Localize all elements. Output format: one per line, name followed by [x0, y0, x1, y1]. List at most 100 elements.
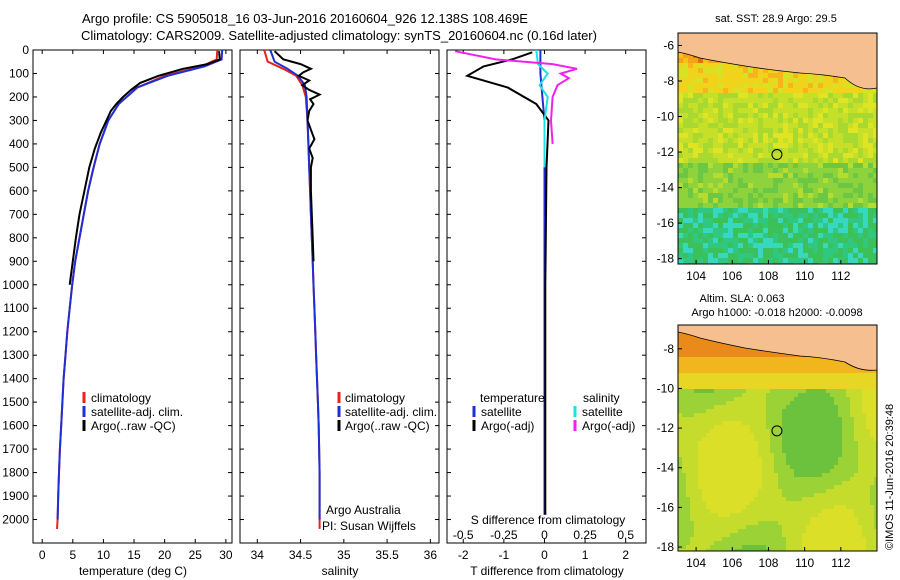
y-tick-label: 1300	[2, 348, 29, 362]
sla-cell	[722, 417, 726, 421]
sla-cell	[766, 369, 770, 373]
sla-cell	[714, 357, 718, 361]
sst-cell	[768, 218, 773, 223]
sla-cell	[786, 541, 790, 545]
sla-cell	[682, 381, 686, 385]
sla-cell	[794, 413, 798, 417]
sla-cell	[798, 509, 802, 513]
sla-cell	[802, 381, 806, 385]
sst-cell	[758, 188, 763, 193]
sla-cell	[750, 437, 754, 441]
sst-cell	[743, 153, 748, 158]
sla-cell	[706, 457, 710, 461]
sst-cell	[753, 213, 758, 218]
sla-cell	[814, 357, 818, 361]
sst-cell	[748, 148, 753, 153]
sst-cell	[688, 73, 693, 78]
sla-cell	[710, 469, 714, 473]
sst-cell	[803, 98, 808, 103]
sla-cell	[806, 529, 810, 533]
sla-cell	[682, 445, 686, 449]
sla-cell	[790, 465, 794, 469]
sla-cell	[834, 457, 838, 461]
sla-cell	[762, 389, 766, 393]
sst-cell	[698, 138, 703, 143]
sla-cell	[822, 525, 826, 529]
sla-cell	[742, 429, 746, 433]
sst-cell	[813, 243, 818, 248]
sst-cell	[788, 163, 793, 168]
sla-cell	[786, 369, 790, 373]
y-tick-label: 0	[22, 43, 29, 57]
sst-cell	[748, 93, 753, 98]
sla-cell	[826, 509, 830, 513]
sst-cell	[693, 198, 698, 203]
sst-cell	[698, 93, 703, 98]
sla-cell	[854, 369, 858, 373]
sla-cell	[678, 449, 682, 453]
sst-cell	[688, 183, 693, 188]
sst-cell	[838, 183, 843, 188]
sla-cell	[734, 445, 738, 449]
sst-cell	[808, 188, 813, 193]
sst-cell	[808, 163, 813, 168]
sst-cell	[688, 93, 693, 98]
sla-cell	[762, 401, 766, 405]
sla-cell	[818, 421, 822, 425]
sla-cell	[682, 545, 686, 549]
sla-cell	[822, 365, 826, 369]
sla-cell	[774, 493, 778, 497]
sla-cell	[866, 381, 870, 385]
sla-cell	[846, 437, 850, 441]
sla-cell	[854, 437, 858, 441]
sst-cell	[758, 253, 763, 258]
sst-cell	[703, 73, 708, 78]
sst-cell	[818, 148, 823, 153]
sst-cell	[693, 133, 698, 138]
sst-cell	[868, 123, 873, 128]
sla-cell	[726, 369, 730, 373]
sla-cell	[746, 397, 750, 401]
sla-cell	[686, 453, 690, 457]
sst-cell	[743, 73, 748, 78]
sst-cell	[728, 248, 733, 253]
sla-cell	[778, 537, 782, 541]
sst-cell	[693, 58, 698, 63]
sst-cell	[873, 98, 877, 103]
sst-cell	[763, 123, 768, 128]
sla-cell	[710, 453, 714, 457]
sst-cell	[803, 78, 808, 83]
sla-cell	[870, 509, 874, 513]
sla-cell	[866, 537, 870, 541]
sla-cell	[778, 393, 782, 397]
sla-cell	[874, 489, 877, 493]
sla-cell	[690, 429, 694, 433]
sla-cell	[802, 409, 806, 413]
sst-cell	[828, 243, 833, 248]
sla-cell	[834, 385, 838, 389]
sla-cell	[686, 477, 690, 481]
sla-cell	[698, 365, 702, 369]
sla-cell	[706, 341, 710, 345]
sla-cell	[778, 437, 782, 441]
sst-cell	[788, 183, 793, 188]
sla-cell	[794, 509, 798, 513]
sla-cell	[806, 501, 810, 505]
sst-cell	[853, 133, 858, 138]
sla-cell	[834, 377, 838, 381]
sla-cell	[790, 461, 794, 465]
sla-cell	[730, 489, 734, 493]
sla-cell	[830, 433, 834, 437]
map-x-tick-label: 104	[686, 269, 706, 283]
sla-cell	[678, 385, 682, 389]
sst-cell	[788, 248, 793, 253]
sst-cell	[853, 198, 858, 203]
sst-cell	[858, 213, 863, 218]
sla-cell	[686, 369, 690, 373]
sla-cell	[814, 465, 818, 469]
sst-cell	[843, 158, 848, 163]
sla-cell	[810, 433, 814, 437]
sla-cell	[794, 513, 798, 517]
sst-cell	[748, 213, 753, 218]
sla-cell	[830, 421, 834, 425]
